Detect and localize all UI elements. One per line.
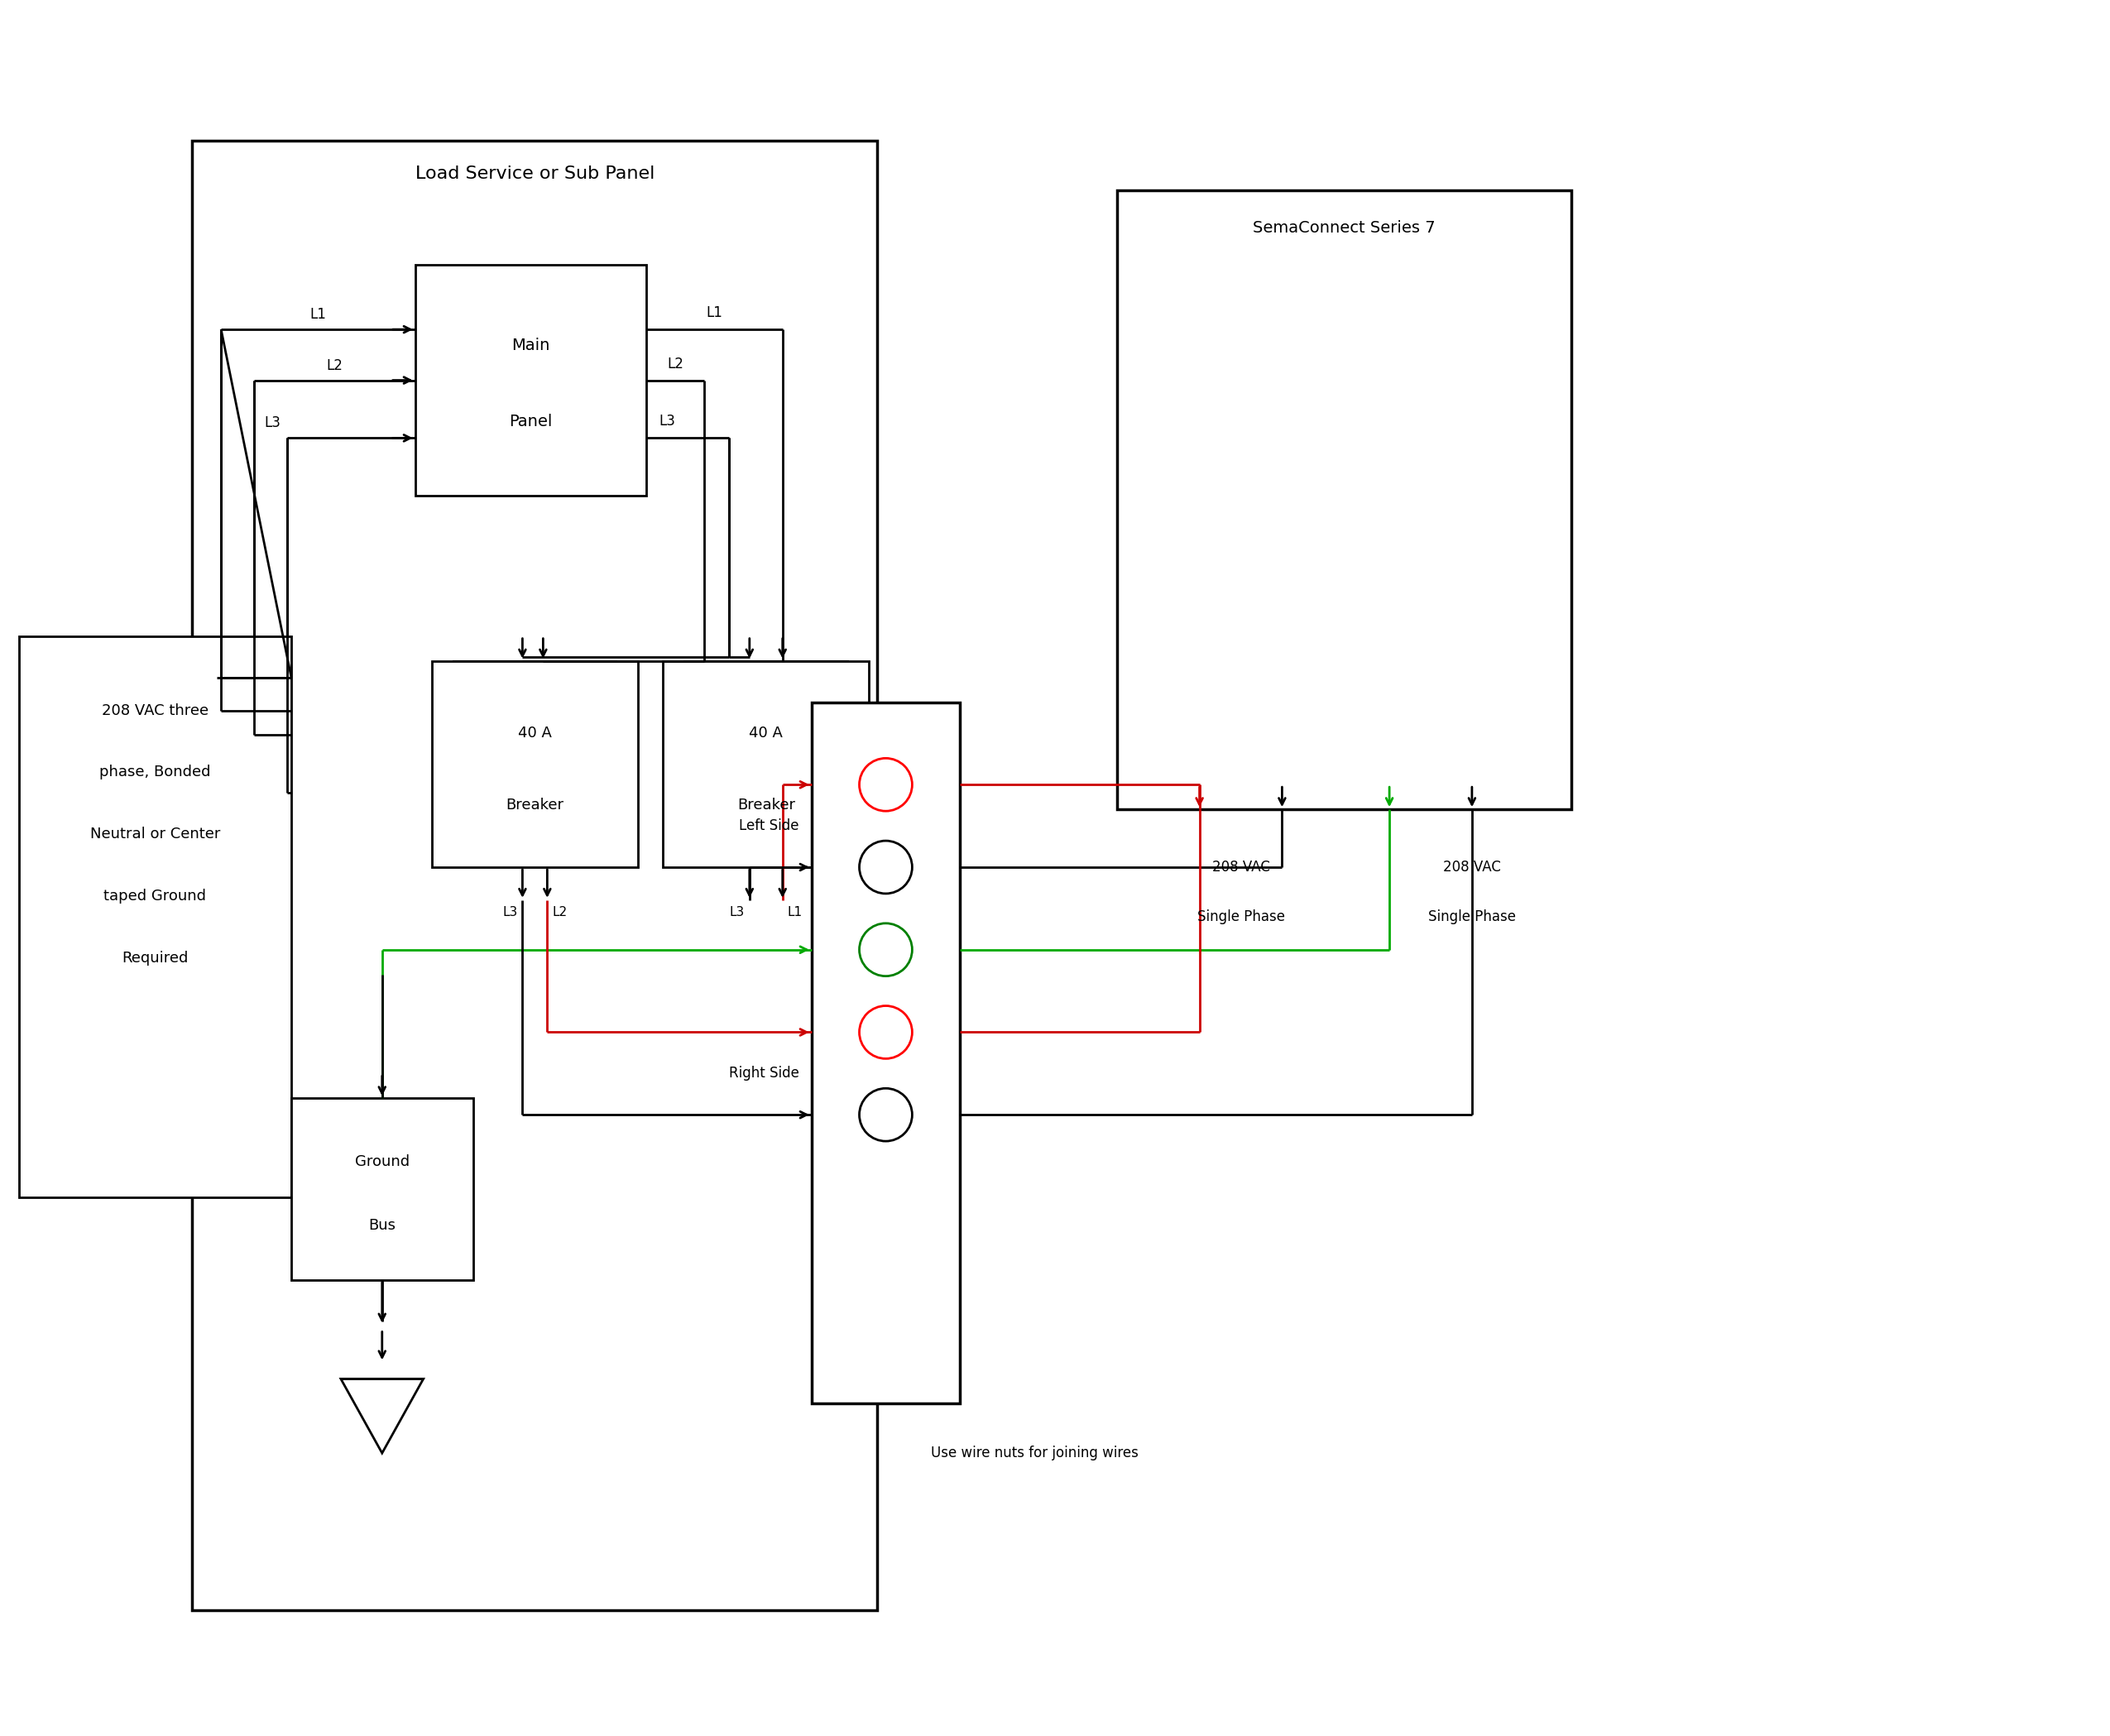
Circle shape: [859, 1088, 912, 1141]
Text: L2: L2: [667, 356, 684, 372]
Text: Ground: Ground: [354, 1154, 409, 1170]
Circle shape: [859, 1005, 912, 1059]
Text: L3: L3: [264, 415, 281, 431]
Circle shape: [859, 759, 912, 811]
Bar: [192, 141, 878, 1609]
Bar: [812, 701, 960, 1404]
Text: Main: Main: [511, 339, 551, 354]
Circle shape: [859, 924, 912, 976]
Text: L1: L1: [787, 906, 802, 918]
Bar: [663, 661, 869, 868]
Text: SemaConnect Series 7: SemaConnect Series 7: [1253, 220, 1435, 236]
Text: Required: Required: [122, 951, 188, 965]
Text: Panel: Panel: [509, 413, 553, 431]
Text: L1: L1: [707, 306, 722, 321]
Bar: [19, 635, 291, 1198]
Text: Neutral or Center: Neutral or Center: [91, 826, 219, 842]
Text: Single Phase: Single Phase: [1428, 910, 1515, 924]
Text: L3: L3: [730, 906, 745, 918]
Text: L2: L2: [553, 906, 568, 918]
Text: 40 A: 40 A: [517, 726, 551, 741]
Text: Single Phase: Single Phase: [1196, 910, 1285, 924]
Circle shape: [859, 840, 912, 894]
Bar: [416, 264, 646, 496]
Text: Breaker: Breaker: [506, 799, 563, 812]
Text: 208 VAC: 208 VAC: [1443, 859, 1500, 875]
Text: Breaker: Breaker: [736, 799, 795, 812]
Bar: [433, 661, 637, 868]
Text: Left Side: Left Side: [738, 818, 800, 833]
Text: Load Service or Sub Panel: Load Service or Sub Panel: [416, 165, 654, 182]
Text: Bus: Bus: [369, 1219, 397, 1233]
Text: L1: L1: [310, 307, 327, 321]
Text: Use wire nuts for joining wires: Use wire nuts for joining wires: [931, 1446, 1137, 1460]
Text: L3: L3: [658, 415, 675, 429]
Text: taped Ground: taped Ground: [103, 889, 207, 903]
Text: 208 VAC three: 208 VAC three: [101, 703, 209, 717]
Bar: [1116, 191, 1572, 809]
Text: phase, Bonded: phase, Bonded: [99, 766, 211, 779]
Text: L3: L3: [502, 906, 517, 918]
Text: L2: L2: [327, 358, 342, 373]
Text: 208 VAC: 208 VAC: [1211, 859, 1270, 875]
Bar: [291, 1099, 473, 1279]
Text: 40 A: 40 A: [749, 726, 783, 741]
Text: Right Side: Right Side: [728, 1066, 800, 1082]
